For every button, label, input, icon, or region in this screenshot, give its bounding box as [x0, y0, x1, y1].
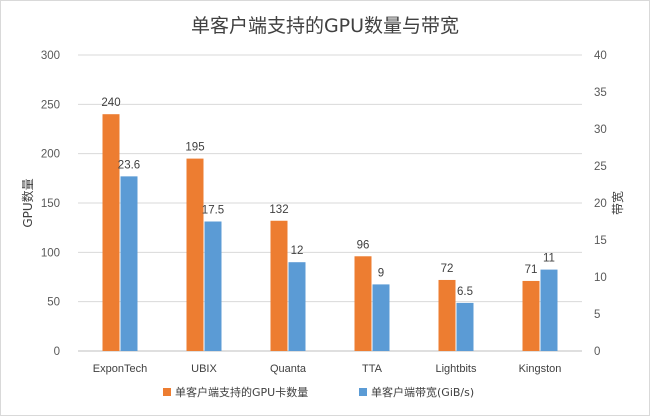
bar-bandwidth: [540, 269, 558, 351]
data-label-gpu-count: 195: [185, 142, 204, 154]
left-axis-ticks: 0 50 100 150 200 250 300: [41, 50, 60, 358]
data-label-gpu-count: 72: [441, 263, 454, 275]
left-tick-label: 100: [41, 247, 60, 259]
bars: [102, 114, 558, 351]
category-label: ExponTech: [93, 363, 147, 375]
right-tick-label: 35: [594, 87, 607, 99]
left-tick-label: 0: [54, 346, 60, 358]
right-axis-title: 带宽: [610, 191, 625, 215]
bar-bandwidth: [456, 302, 474, 351]
data-labels: 240 23.6 195 17.5 132 12 96 9 726.5 71 11: [101, 97, 555, 298]
bar-gpu-count: [102, 114, 120, 351]
category-label: UBIX: [191, 363, 217, 375]
left-tick-label: 250: [41, 99, 60, 111]
legend-swatch: [359, 388, 367, 396]
left-tick-label: 300: [41, 50, 60, 62]
category-label: TTA: [362, 363, 383, 375]
data-label-bandwidth: 6.5: [457, 286, 473, 298]
bar-gpu-count: [270, 220, 288, 351]
right-tick-label: 10: [594, 272, 607, 284]
bar-bandwidth: [120, 176, 138, 351]
category-label: Kingston: [519, 363, 562, 375]
gridlines: [78, 54, 582, 352]
data-label-bandwidth: 17.5: [202, 205, 224, 217]
data-label-gpu-count: 71: [525, 264, 538, 276]
category-label: Lightbits: [436, 363, 477, 375]
data-label-bandwidth: 12: [291, 245, 304, 257]
right-tick-label: 15: [594, 235, 607, 247]
bar-gpu-count: [186, 158, 204, 351]
data-label-gpu-count: 240: [101, 97, 120, 109]
right-tick-label: 0: [594, 346, 600, 358]
data-label-bandwidth: 11: [543, 253, 555, 265]
legend-label: 单客户端带宽(GiB/s): [371, 385, 474, 399]
left-tick-label: 50: [47, 297, 60, 309]
data-label-bandwidth: 23.6: [118, 159, 140, 171]
legend-label: 单客户端支持的GPU卡数量: [175, 385, 308, 399]
right-tick-label: 5: [594, 309, 600, 321]
bar-gpu-count: [522, 280, 540, 351]
bar-gpu-count: [354, 256, 372, 351]
right-tick-label: 20: [594, 198, 607, 210]
right-axis-ticks: 0 5 10 15 20 25 30 35 40: [594, 50, 607, 358]
right-tick-label: 30: [594, 124, 607, 136]
category-label: Quanta: [270, 363, 307, 375]
data-label-gpu-count: 96: [357, 239, 370, 251]
legend-swatch: [163, 388, 171, 396]
bar-gpu-count: [438, 279, 456, 351]
legend: 单客户端支持的GPU卡数量 单客户端带宽(GiB/s): [163, 385, 474, 399]
bar-bandwidth: [204, 221, 222, 351]
data-label-bandwidth: 9: [378, 267, 384, 279]
bar-bandwidth: [288, 262, 306, 351]
chart-title: 单客户端支持的GPU数量与带宽: [191, 15, 459, 37]
left-tick-label: 200: [41, 149, 60, 161]
data-label-gpu-count: 132: [269, 204, 288, 216]
left-tick-label: 150: [41, 198, 60, 210]
left-axis-title: GPU数量: [20, 178, 35, 227]
right-tick-label: 25: [594, 161, 607, 173]
bar-bandwidth: [372, 284, 390, 351]
category-labels: ExponTech UBIX Quanta TTA Lightbits Kingston: [93, 363, 562, 375]
right-tick-label: 40: [594, 50, 607, 62]
